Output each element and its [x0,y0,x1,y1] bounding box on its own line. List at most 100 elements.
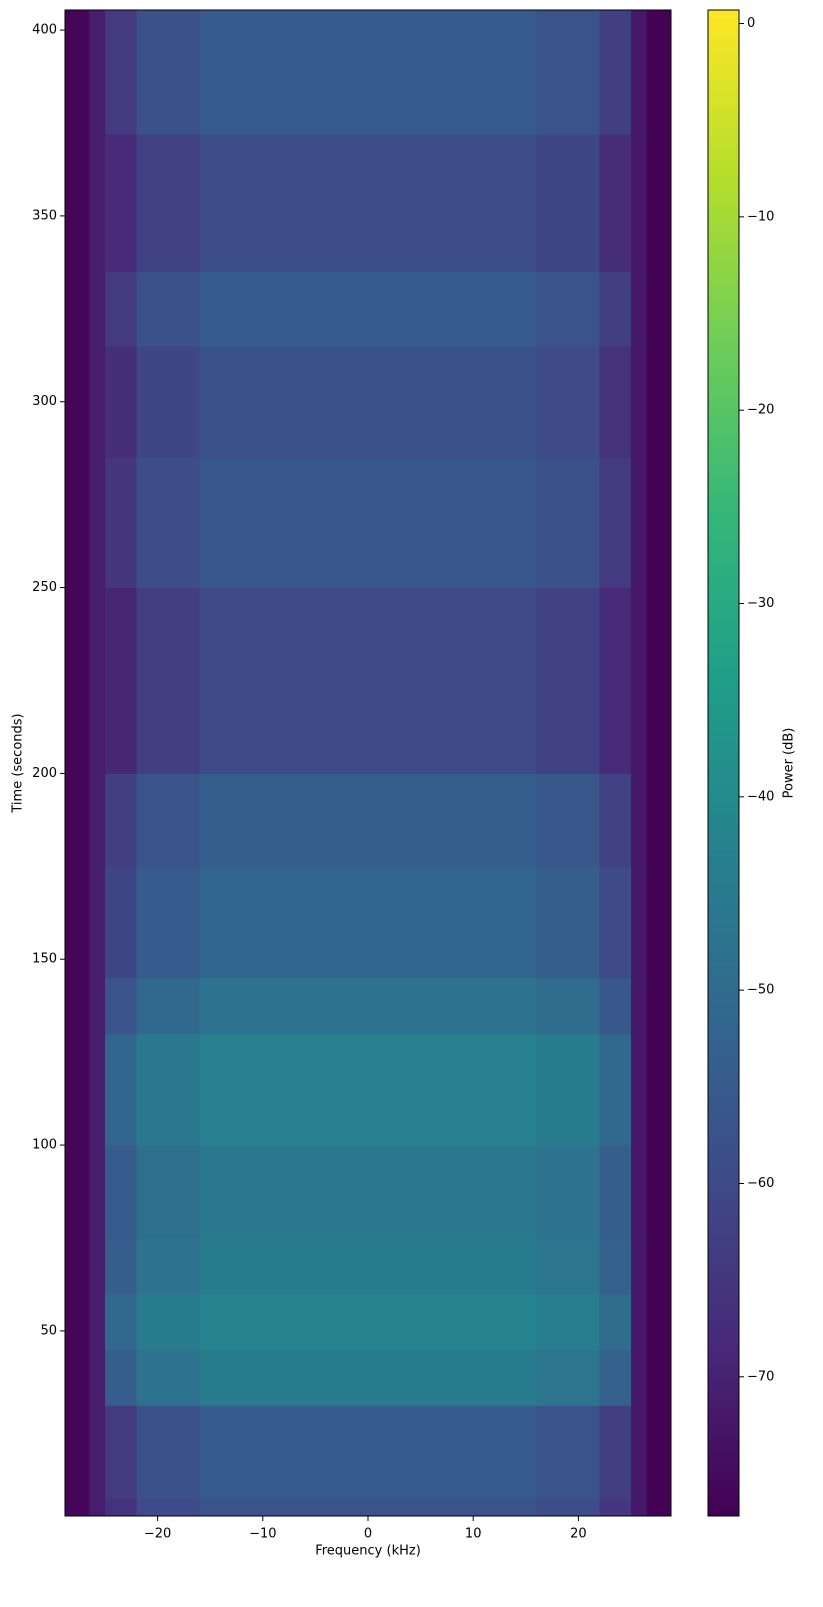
colorbar-segment [708,1402,739,1406]
colorbar-segment [708,112,739,116]
colorbar-segment [708,1513,739,1517]
colorbar-segment [708,676,739,680]
colorbar-segment [708,1039,739,1043]
heatmap-cell [536,10,600,135]
colorbar-segment [708,907,739,911]
colorbar-segment [708,274,739,278]
colorbar-segment [708,1267,739,1271]
heatmap-cell [136,345,201,458]
colorbar-segment [708,1033,739,1037]
colorbar-segment [708,1459,739,1463]
heatmap-cell [89,866,106,979]
colorbar-segment [708,811,739,815]
heatmap-cell [89,1349,106,1406]
colorbar-segment [708,1174,739,1178]
colorbar-segment [708,85,739,89]
colorbar-segment [708,310,739,314]
heatmap-cell [104,1033,138,1146]
colorbar-segment [708,817,739,821]
colorbar-segment [708,883,739,887]
colorbar-tick-label: −60 [747,1176,774,1191]
colorbar-segment [708,370,739,374]
colorbar-segment [708,262,739,266]
heatmap-cell [199,773,537,867]
colorbar-segment [708,595,739,599]
colorbar-segment [708,466,739,470]
heatmap-cell [104,1237,138,1295]
colorbar-tick-label: −40 [747,789,774,804]
colorbar-segment [708,685,739,689]
heatmap-cell [65,1405,90,1499]
colorbar-segment [708,1276,739,1280]
colorbar-segment [708,58,739,62]
colorbar-segment [708,577,739,581]
colorbar-segment [708,1396,739,1400]
colorbar-segment [708,709,739,713]
colorbar-segment [708,292,739,296]
colorbar-segment [708,778,739,782]
colorbar-frame [707,9,740,1517]
colorbar-segment [708,1015,739,1019]
heatmap-cell [104,1145,138,1239]
colorbar-segment [708,880,739,884]
heatmap-cell [631,1033,648,1146]
heatmap-cell [89,977,106,1035]
colorbar-segment [708,1183,739,1187]
heatmap-cell [89,1033,106,1146]
heatmap-cell [631,1237,648,1295]
colorbar-segment [708,1414,739,1418]
colorbar-segment [708,1435,739,1439]
colorbar-segment [708,1363,739,1367]
colorbar-segment [708,493,739,497]
colorbar-segment [708,475,739,479]
heatmap-cell [136,271,201,347]
colorbar-segment [708,1153,739,1157]
colorbar-segment [708,1072,739,1076]
heatmap-cell [65,1145,90,1239]
colorbar-segment [708,250,739,254]
heatmap-cell [65,134,90,273]
colorbar-tick-label: −50 [747,983,774,998]
heatmap-cell [136,1293,201,1350]
colorbar-segment [708,1477,739,1481]
colorbar-segment [708,1501,739,1505]
colorbar-segment [708,343,739,347]
colorbar-segment [708,1291,739,1295]
colorbar-segment [708,985,739,989]
colorbar-segment [708,463,739,467]
colorbar-segment [708,1180,739,1184]
colorbar-segment [708,1405,739,1409]
colorbar-segment [708,214,739,218]
colorbar-segment [708,910,739,914]
colorbar-segment [708,1342,739,1346]
colorbar-segment [708,1369,739,1373]
colorbar-segment [708,934,739,938]
heatmap-cell [65,1498,90,1517]
plot-area [65,10,672,1517]
colorbar-segment [708,1444,739,1448]
colorbar-segment [708,91,739,95]
colorbar-segment [708,1228,739,1232]
colorbar-segment [708,1474,739,1478]
colorbar-segment [708,514,739,518]
heatmap-cell [136,1237,201,1295]
colorbar-segment [708,547,739,551]
colorbar-segment [708,430,739,434]
colorbar-segment [708,943,739,947]
colorbar-segment [708,565,739,569]
colorbar-segment [708,973,739,977]
colorbar-segment [708,835,739,839]
heatmap-cell [199,10,537,135]
colorbar-segment [708,808,739,812]
colorbar-segment [708,616,739,620]
colorbar-segment [708,94,739,98]
heatmap-cell [631,10,648,135]
colorbar-segment [708,496,739,500]
colorbar-segment [708,799,739,803]
colorbar-segment [708,16,739,20]
colorbar-segment [708,481,739,485]
heatmap-cell [104,773,138,867]
colorbar-segment [708,1384,739,1388]
colorbar-segment [708,1018,739,1022]
colorbar-segment [708,748,739,752]
